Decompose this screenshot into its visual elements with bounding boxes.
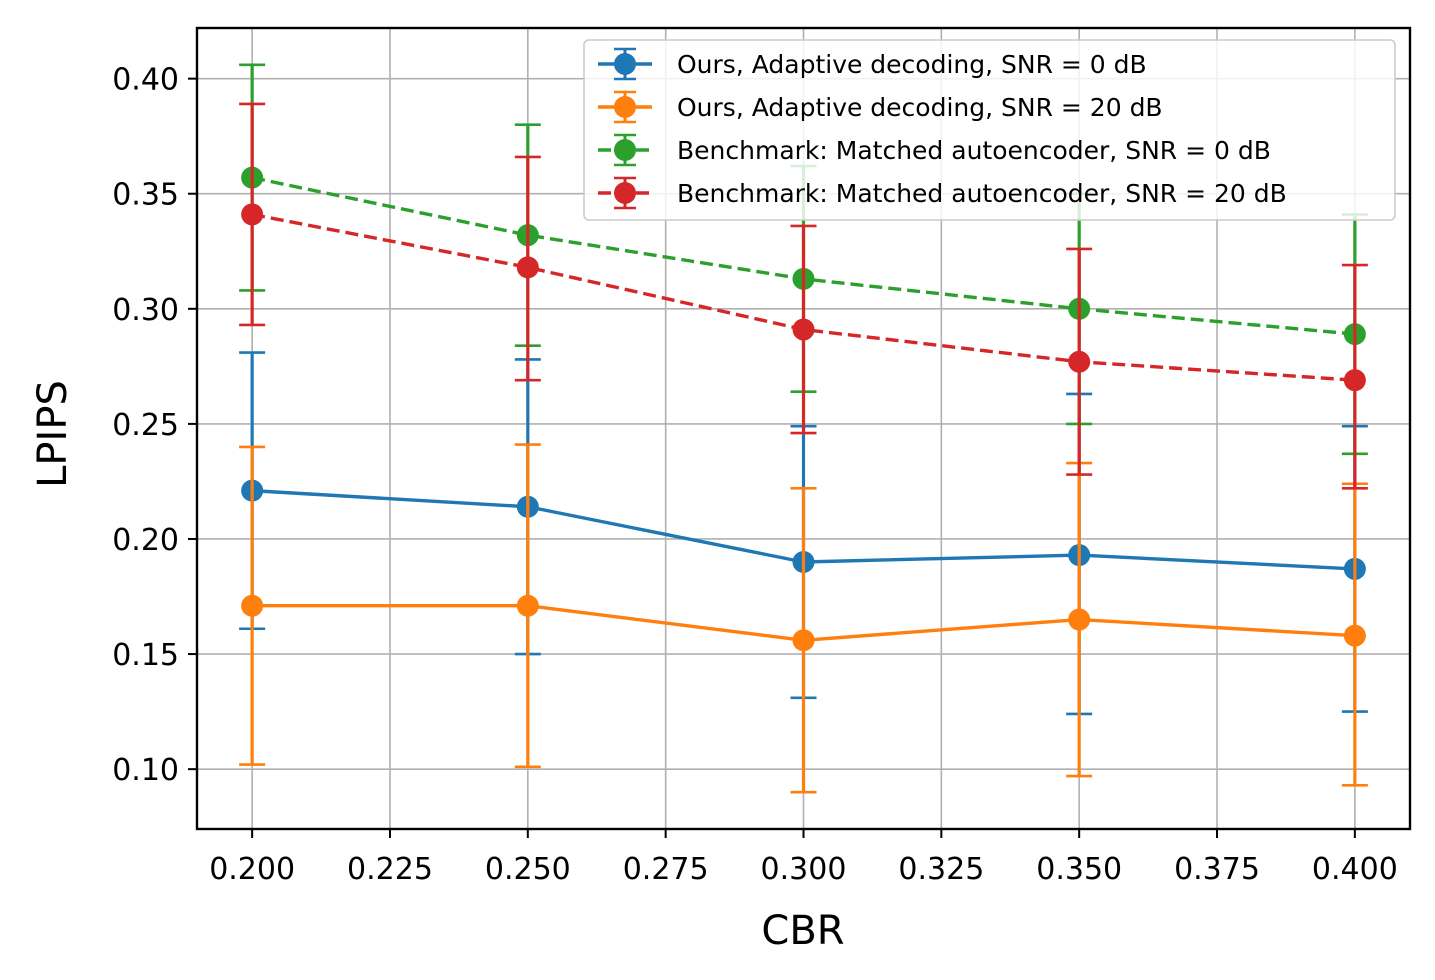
x-tick-label: 0.350 bbox=[1036, 852, 1122, 887]
x-axis-title: CBR bbox=[761, 908, 844, 954]
legend-marker bbox=[614, 53, 636, 75]
legend-entry: Benchmark: Matched autoencoder, SNR = 0 … bbox=[598, 133, 1271, 167]
y-tick-label: 0.15 bbox=[112, 638, 179, 673]
data-point bbox=[241, 594, 264, 617]
legend-entry: Ours, Adaptive decoding, SNR = 20 dB bbox=[598, 90, 1163, 124]
x-tick-label: 0.375 bbox=[1174, 852, 1260, 887]
legend-entry: Benchmark: Matched autoencoder, SNR = 20… bbox=[598, 176, 1287, 210]
y-axis-title: LPIPS bbox=[30, 380, 76, 488]
legend-entry: Ours, Adaptive decoding, SNR = 0 dB bbox=[598, 47, 1147, 81]
x-tick-label: 0.200 bbox=[209, 852, 295, 887]
data-point bbox=[1068, 608, 1091, 631]
x-tick-label: 0.250 bbox=[485, 852, 571, 887]
y-tick-label: 0.30 bbox=[112, 293, 179, 328]
axis-ticks: 0.200 0.225 0.250 0.275 0.300 0.325 0.350 0.375… bbox=[112, 63, 1398, 887]
legend-label: Ours, Adaptive decoding, SNR = 20 dB bbox=[677, 93, 1163, 122]
y-tick-label: 0.20 bbox=[112, 523, 179, 558]
data-point bbox=[792, 629, 815, 652]
legend-marker bbox=[614, 139, 636, 161]
data-point bbox=[792, 318, 815, 341]
legend-label: Benchmark: Matched autoencoder, SNR = 20… bbox=[677, 179, 1287, 208]
y-tick-label: 0.35 bbox=[112, 178, 179, 213]
data-point bbox=[1068, 350, 1091, 373]
y-tick-label: 0.10 bbox=[112, 753, 179, 788]
x-tick-label: 0.300 bbox=[761, 852, 847, 887]
x-tick-label: 0.225 bbox=[347, 852, 433, 887]
series-2 bbox=[239, 443, 1368, 794]
legend: Ours, Adaptive decoding, SNR = 0 dB Ours,… bbox=[583, 39, 1396, 221]
x-tick-label: 0.400 bbox=[1312, 852, 1398, 887]
data-point bbox=[241, 203, 264, 226]
x-tick-label: 0.275 bbox=[623, 852, 709, 887]
legend-marker bbox=[614, 182, 636, 204]
series-4 bbox=[239, 102, 1368, 490]
data-point bbox=[516, 256, 539, 279]
data-point bbox=[1343, 369, 1366, 392]
y-tick-label: 0.40 bbox=[112, 63, 179, 98]
legend-label: Benchmark: Matched autoencoder, SNR = 0 … bbox=[677, 136, 1271, 165]
y-tick-label: 0.25 bbox=[112, 408, 179, 443]
data-point bbox=[516, 594, 539, 617]
data-point bbox=[1343, 624, 1366, 647]
legend-marker bbox=[614, 96, 636, 118]
x-tick-label: 0.325 bbox=[898, 852, 984, 887]
legend-box bbox=[583, 39, 1396, 221]
legend-label: Ours, Adaptive decoding, SNR = 0 dB bbox=[677, 50, 1147, 79]
